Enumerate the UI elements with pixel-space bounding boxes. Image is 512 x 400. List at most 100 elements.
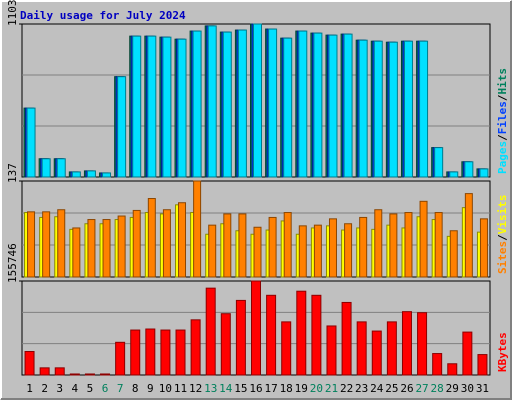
- legend-entry: Files: [496, 101, 509, 134]
- x-tick-label: 29: [446, 382, 459, 395]
- legend-entry: Pages: [496, 141, 509, 174]
- bar: [27, 211, 36, 278]
- legend-text: KBytes: [496, 332, 509, 372]
- bar: [102, 172, 112, 178]
- bar: [447, 363, 458, 376]
- bar: [253, 23, 262, 178]
- bar: [328, 34, 338, 178]
- x-tick-label: 5: [87, 382, 94, 395]
- bar: [388, 41, 398, 178]
- bar: [115, 341, 126, 376]
- bar: [222, 31, 232, 178]
- bar: [178, 202, 187, 278]
- x-tick-label: 17: [264, 382, 277, 395]
- bar: [162, 209, 171, 278]
- bar: [190, 319, 201, 376]
- bar: [341, 301, 352, 376]
- x-tick-label: 12: [189, 382, 202, 395]
- bar: [100, 373, 111, 376]
- bar: [477, 354, 488, 376]
- bar: [41, 158, 51, 178]
- x-tick-label: 13: [204, 382, 217, 395]
- bar: [344, 223, 353, 278]
- bar: [208, 224, 217, 278]
- x-tick-label: 2: [41, 382, 48, 395]
- bar: [313, 224, 322, 278]
- legend-entry: KBytes: [496, 332, 509, 372]
- bar: [71, 171, 81, 178]
- bar: [328, 218, 337, 278]
- bar: [237, 29, 247, 178]
- bar: [389, 213, 398, 278]
- x-tick-label: 9: [147, 382, 154, 395]
- bar: [147, 198, 156, 278]
- bar: [266, 294, 277, 376]
- bar: [298, 225, 307, 278]
- bar: [298, 30, 308, 178]
- bar: [479, 168, 489, 178]
- bar: [238, 213, 247, 278]
- bar: [132, 35, 142, 178]
- x-tick-label: 20: [310, 382, 323, 395]
- bar: [464, 161, 474, 178]
- bar: [434, 212, 443, 278]
- bar: [268, 216, 277, 278]
- bar: [296, 290, 307, 376]
- bar: [132, 209, 141, 278]
- x-tick-label: 3: [56, 382, 63, 395]
- legend-entry: Sites: [496, 241, 509, 274]
- bar: [358, 39, 368, 178]
- bar: [449, 171, 459, 178]
- y-tick-label: 155746: [6, 243, 19, 283]
- legend-separator: /: [496, 134, 509, 141]
- bar: [102, 219, 111, 278]
- bar: [57, 209, 66, 278]
- bar: [419, 40, 429, 178]
- x-tick-label: 24: [370, 382, 384, 395]
- legend-text: Pages/Files/Hits: [496, 68, 509, 174]
- x-tick-label: 25: [385, 382, 398, 395]
- legend-entry: Visits: [496, 195, 509, 235]
- bar: [84, 373, 95, 376]
- x-tick-label: 22: [340, 382, 353, 395]
- bar: [313, 32, 323, 178]
- bar: [54, 367, 65, 376]
- bar: [87, 219, 96, 278]
- legend: Pages/Files/Hits: [496, 68, 509, 174]
- bar: [371, 330, 382, 376]
- x-tick-label: 28: [431, 382, 444, 395]
- bar: [374, 209, 383, 278]
- bar: [205, 287, 216, 376]
- x-tick-label: 26: [400, 382, 413, 395]
- bar: [251, 280, 261, 376]
- x-tick-label: 4: [72, 382, 79, 395]
- bar: [175, 329, 186, 376]
- bar: [432, 353, 443, 376]
- bar: [283, 212, 292, 278]
- bar: [26, 107, 36, 178]
- x-tick-label: 15: [234, 382, 247, 395]
- bar: [253, 226, 262, 278]
- bar: [419, 200, 428, 278]
- bar: [192, 30, 202, 178]
- bar: [220, 313, 231, 376]
- bar: [160, 329, 171, 376]
- bar: [343, 33, 353, 178]
- bar: [326, 325, 337, 376]
- bar: [356, 321, 367, 376]
- legend: KBytes: [496, 332, 509, 372]
- legend-separator: /: [496, 94, 509, 101]
- legend-entry: Hits: [496, 68, 509, 95]
- legend: Sites/Visits: [496, 195, 509, 275]
- bar: [69, 373, 80, 376]
- bar: [462, 331, 473, 376]
- bar: [401, 311, 412, 376]
- bar: [464, 193, 473, 278]
- bar: [177, 38, 187, 178]
- bar: [373, 40, 383, 178]
- x-tick-label: 16: [249, 382, 262, 395]
- bar: [147, 35, 157, 178]
